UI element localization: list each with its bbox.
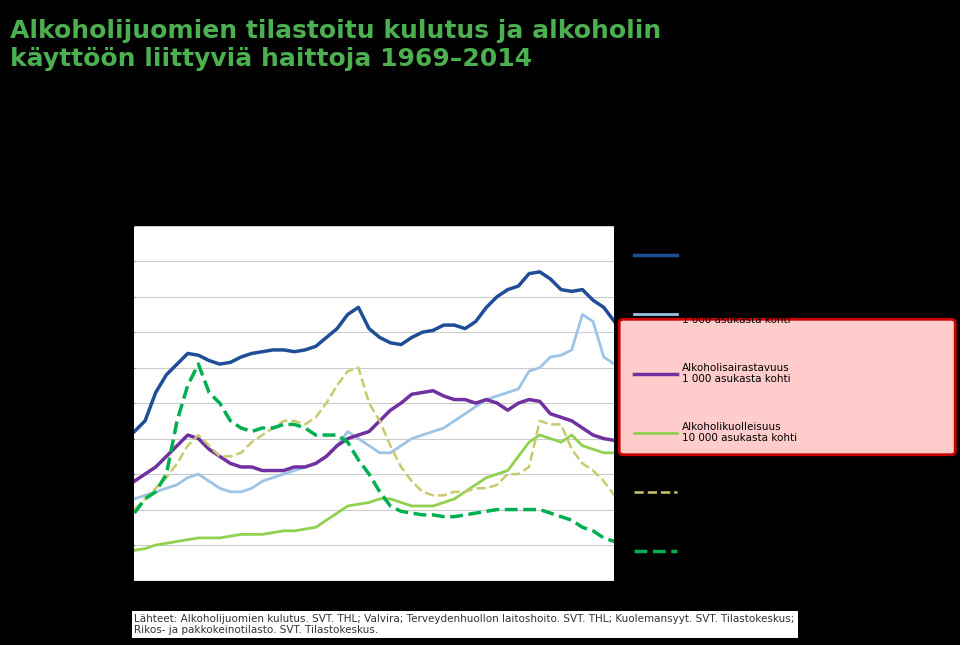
Text: Päihtyneiden
säilöönotot 100
asukasta kohti: Päihtyneiden säilöönotot 100 asukasta ko… <box>682 534 763 568</box>
Text: Väkivaltarikokset
1 000 asukasta kohti: Väkivaltarikokset 1 000 asukasta kohti <box>682 304 790 325</box>
Text: Alkoholikuolleisuus
10 000 asukasta kohti: Alkoholikuolleisuus 10 000 asukasta koht… <box>682 422 797 444</box>
Text: Lkm: Lkm <box>91 206 117 219</box>
Text: Alkoholijuomien tilastoitu kulutus ja alkoholin
käyttöön liittyviä haittoja 1969: Alkoholijuomien tilastoitu kulutus ja al… <box>10 19 660 71</box>
Text: Tilastoitu kulutus
100 %:n alkoholina
asukasta kohti: Tilastoitu kulutus 100 %:n alkoholina as… <box>682 239 781 272</box>
Text: Lähteet: Alkoholijuomien kulutus. SVT. THL; Valvira; Terveydenhuollon laitoshoit: Lähteet: Alkoholijuomien kulutus. SVT. T… <box>134 614 795 635</box>
Text: Rattijuopumus
1 000 asukasta kohti: Rattijuopumus 1 000 asukasta kohti <box>682 481 790 502</box>
Text: Alkoholisairastavuus
1 000 asukasta kohti: Alkoholisairastavuus 1 000 asukasta koht… <box>682 362 790 384</box>
